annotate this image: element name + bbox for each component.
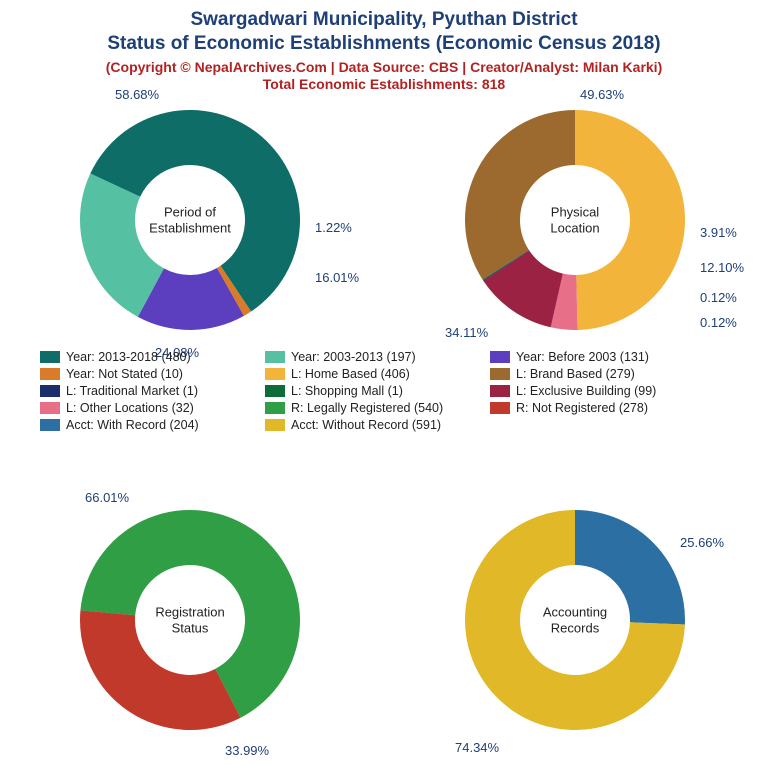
donut-center-label: Period ofEstablishment <box>140 204 240 235</box>
legend-swatch <box>40 368 60 380</box>
legend-item: L: Shopping Mall (1) <box>265 384 490 398</box>
donut-center-label: RegistrationStatus <box>140 604 240 635</box>
chart-container: Swargadwari Municipality, Pyuthan Distri… <box>0 0 768 768</box>
donut-center-label: PhysicalLocation <box>525 204 625 235</box>
legend-text: Acct: With Record (204) <box>66 418 199 432</box>
legend-swatch <box>40 419 60 431</box>
legend-item: Year: Not Stated (10) <box>40 367 265 381</box>
legend-text: Year: Before 2003 (131) <box>516 350 649 364</box>
legend-text: Year: 2013-2018 (480) <box>66 350 191 364</box>
slice-label: 74.34% <box>455 740 499 755</box>
chart-registration: RegistrationStatus66.01%33.99% <box>75 505 305 735</box>
chart-location: PhysicalLocation49.63%3.91%12.10%0.12%0.… <box>460 105 690 335</box>
donut-registration: RegistrationStatus66.01%33.99% <box>75 505 305 735</box>
legend-swatch <box>265 419 285 431</box>
legend-item: L: Traditional Market (1) <box>40 384 265 398</box>
chart-period: Period ofEstablishment58.68%1.22%16.01%2… <box>75 105 305 335</box>
donut-location: PhysicalLocation49.63%3.91%12.10%0.12%0.… <box>460 105 690 335</box>
legend-swatch <box>490 385 510 397</box>
title-block: Swargadwari Municipality, Pyuthan Distri… <box>0 0 768 92</box>
slice-label: 16.01% <box>315 270 359 285</box>
charts-row-top: Period ofEstablishment58.68%1.22%16.01%2… <box>0 105 768 345</box>
slice-label: 34.11% <box>445 325 488 340</box>
legend-swatch <box>40 385 60 397</box>
slice-label: 1.22% <box>315 220 352 235</box>
legend-item: L: Brand Based (279) <box>490 367 715 381</box>
legend-item: Acct: Without Record (591) <box>265 418 490 432</box>
slice-label: 25.66% <box>680 535 724 550</box>
legend-swatch <box>490 368 510 380</box>
legend-text: L: Brand Based (279) <box>516 367 635 381</box>
slice-label: 3.91% <box>700 225 737 240</box>
legend-grid: Year: 2013-2018 (480) Year: 2003-2013 (19… <box>40 350 740 435</box>
legend-text: Year: Not Stated (10) <box>66 367 183 381</box>
legend-swatch <box>265 368 285 380</box>
legend-swatch <box>490 351 510 363</box>
legend: Year: 2013-2018 (480) Year: 2003-2013 (19… <box>40 350 740 435</box>
charts-row-bottom: RegistrationStatus66.01%33.99% Accountin… <box>0 505 768 745</box>
legend-swatch <box>40 402 60 414</box>
legend-text: L: Traditional Market (1) <box>66 384 198 398</box>
donut-period: Period ofEstablishment58.68%1.22%16.01%2… <box>75 105 305 335</box>
slice-label: 12.10% <box>700 260 744 275</box>
donut-center-label: AccountingRecords <box>525 604 625 635</box>
legend-swatch <box>265 351 285 363</box>
slice-label: 0.12% <box>700 315 737 330</box>
legend-swatch <box>490 402 510 414</box>
slice-label: 49.63% <box>580 87 624 102</box>
slice-label: 33.99% <box>225 743 269 758</box>
legend-item: Year: 2003-2013 (197) <box>265 350 490 364</box>
legend-swatch <box>265 402 285 414</box>
legend-swatch <box>40 351 60 363</box>
title-line-2: Status of Economic Establishments (Econo… <box>0 32 768 56</box>
legend-text: L: Shopping Mall (1) <box>291 384 403 398</box>
slice-label: 66.01% <box>85 490 129 505</box>
chart-accounting: AccountingRecords25.66%74.34% <box>460 505 690 735</box>
legend-text: Acct: Without Record (591) <box>291 418 441 432</box>
legend-item: R: Not Registered (278) <box>490 401 715 415</box>
slice-label: 0.12% <box>700 290 737 305</box>
legend-item: Acct: With Record (204) <box>40 418 265 432</box>
slice-label: 58.68% <box>115 87 159 102</box>
donut-slice <box>465 110 575 280</box>
legend-item: L: Exclusive Building (99) <box>490 384 715 398</box>
legend-text: R: Not Registered (278) <box>516 401 648 415</box>
title-line-1: Swargadwari Municipality, Pyuthan Distri… <box>0 8 768 32</box>
subtitle: (Copyright © NepalArchives.Com | Data So… <box>0 59 768 75</box>
legend-swatch <box>265 385 285 397</box>
legend-item: Year: Before 2003 (131) <box>490 350 715 364</box>
legend-item: Year: 2013-2018 (480) <box>40 350 265 364</box>
legend-item: L: Other Locations (32) <box>40 401 265 415</box>
legend-text: Year: 2003-2013 (197) <box>291 350 416 364</box>
legend-item: R: Legally Registered (540) <box>265 401 490 415</box>
legend-text: L: Home Based (406) <box>291 367 410 381</box>
legend-item: L: Home Based (406) <box>265 367 490 381</box>
legend-text: L: Exclusive Building (99) <box>516 384 656 398</box>
legend-text: R: Legally Registered (540) <box>291 401 443 415</box>
donut-accounting: AccountingRecords25.66%74.34% <box>460 505 690 735</box>
legend-text: L: Other Locations (32) <box>66 401 194 415</box>
